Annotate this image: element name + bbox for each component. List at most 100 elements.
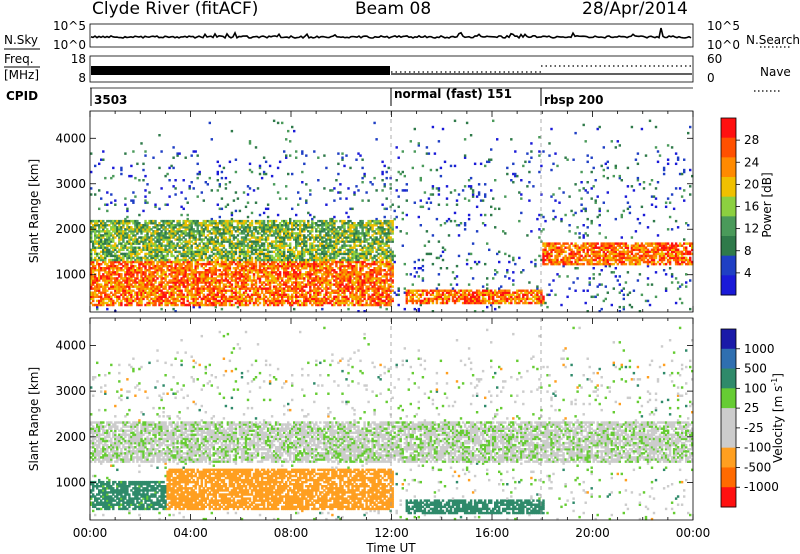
heatmap-cell: [90, 170, 93, 174]
heatmap-cell: [170, 287, 173, 290]
heatmap-cell: [192, 236, 195, 239]
heatmap-cell: [164, 264, 167, 268]
heatmap-cell: [162, 258, 165, 262]
heatmap-cell: [343, 164, 346, 168]
heatmap-cell: [98, 162, 101, 166]
heatmap-cell: [160, 260, 163, 264]
heatmap-cell: [118, 232, 121, 235]
heatmap-cell: [194, 281, 197, 284]
heatmap-cell: [120, 303, 123, 307]
heatmap-cell: [116, 244, 119, 247]
heatmap-cell: [170, 232, 173, 235]
heatmap-cell: [188, 185, 191, 188]
heatmap-cell: [108, 252, 111, 256]
heatmap-cell: [192, 299, 195, 303]
heatmap-cell: [166, 281, 169, 284]
heatmap-cell: [158, 281, 161, 284]
heatmap-cell: [174, 275, 177, 278]
heatmap-cell: [120, 222, 123, 225]
heatmap-cell: [162, 262, 165, 266]
heatmap-cell: [128, 252, 131, 256]
heatmap-cell: [116, 295, 119, 299]
heatmap-cell: [238, 301, 242, 305]
heatmap-cell: [176, 267, 179, 270]
heatmap-cell: [343, 226, 346, 229]
heatmap-cell: [120, 226, 123, 229]
heatmap-cell: [264, 172, 268, 176]
heatmap-cell: [130, 285, 133, 288]
heatmap-cell: [94, 240, 97, 243]
heatmap-cell: [124, 289, 127, 292]
heatmap-cell: [198, 301, 201, 305]
heatmap-cell: [295, 258, 298, 262]
heatmap-cell: [178, 258, 181, 262]
heatmap-cell: [132, 222, 135, 225]
heatmap-cell: [162, 291, 165, 294]
heatmap-cell: [136, 230, 139, 233]
heatmap-cell: [116, 260, 119, 264]
heatmap-cell: [190, 236, 193, 239]
heatmap-cell: [202, 289, 206, 292]
heatmap-cell: [130, 260, 133, 264]
heatmap-cell: [166, 228, 169, 231]
heatmap-cell: [90, 293, 93, 297]
heatmap-cell: [152, 291, 155, 294]
heatmap-cell: [136, 162, 139, 166]
heatmap-cell: [106, 267, 109, 270]
heatmap-cell: [184, 289, 187, 292]
heatmap-cell: [339, 267, 342, 270]
heatmap-cell: [100, 158, 103, 161]
heatmap-cell: [178, 285, 181, 288]
heatmap-cell: [148, 258, 151, 262]
heatmap-cell: [144, 174, 147, 178]
heatmap-cell: [94, 291, 97, 294]
heatmap-cell: [140, 262, 143, 266]
heatmap-cell: [128, 277, 131, 280]
heatmap-cell: [367, 232, 370, 235]
heatmap-cell: [200, 191, 204, 194]
heatmap-cell: [162, 244, 165, 247]
heatmap-cell: [164, 283, 167, 286]
heatmap-cell: [339, 283, 342, 286]
heatmap-cell: [130, 289, 133, 292]
heatmap-cell: [166, 250, 169, 254]
heatmap-cell: [178, 262, 181, 266]
heatmap-cell: [152, 232, 155, 235]
heatmap-cell: [186, 279, 189, 282]
heatmap-cell: [172, 299, 175, 303]
heatmap-cell: [174, 264, 177, 268]
heatmap-cell: [128, 219, 131, 223]
heatmap-cell: [102, 277, 105, 280]
heatmap-cell: [220, 307, 224, 311]
heatmap-cell: [128, 236, 131, 239]
heatmap-cell: [102, 228, 105, 231]
heatmap-cell: [186, 254, 189, 258]
heatmap-cell: [130, 250, 133, 254]
heatmap-cell: [178, 224, 181, 227]
heatmap-cell: [168, 238, 171, 241]
heatmap-cell: [150, 281, 153, 284]
heatmap-cell: [138, 240, 141, 243]
heatmap-cell: [180, 238, 183, 241]
heatmap-cell: [110, 238, 113, 241]
heatmap-cell: [381, 299, 384, 303]
heatmap-cell: [278, 222, 282, 225]
heatmap-cell: [126, 289, 129, 292]
heatmap-cell: [118, 248, 121, 252]
heatmap-cell: [381, 248, 384, 252]
heatmap-cell: [198, 242, 201, 245]
heatmap-cell: [152, 230, 155, 233]
heatmap-cell: [222, 166, 226, 170]
heatmap-cell: [100, 283, 103, 286]
heatmap-cell: [194, 262, 197, 266]
heatmap-cell: [182, 219, 185, 223]
heatmap-cell: [278, 252, 282, 256]
heatmap-cell: [122, 291, 125, 294]
heatmap-cell: [238, 232, 242, 235]
heatmap-cell: [170, 289, 173, 292]
heatmap-cell: [136, 240, 139, 243]
heatmap-cell: [186, 234, 189, 237]
heatmap-cell: [118, 281, 121, 284]
heatmap-cell: [142, 228, 145, 231]
heatmap-cell: [142, 209, 145, 213]
